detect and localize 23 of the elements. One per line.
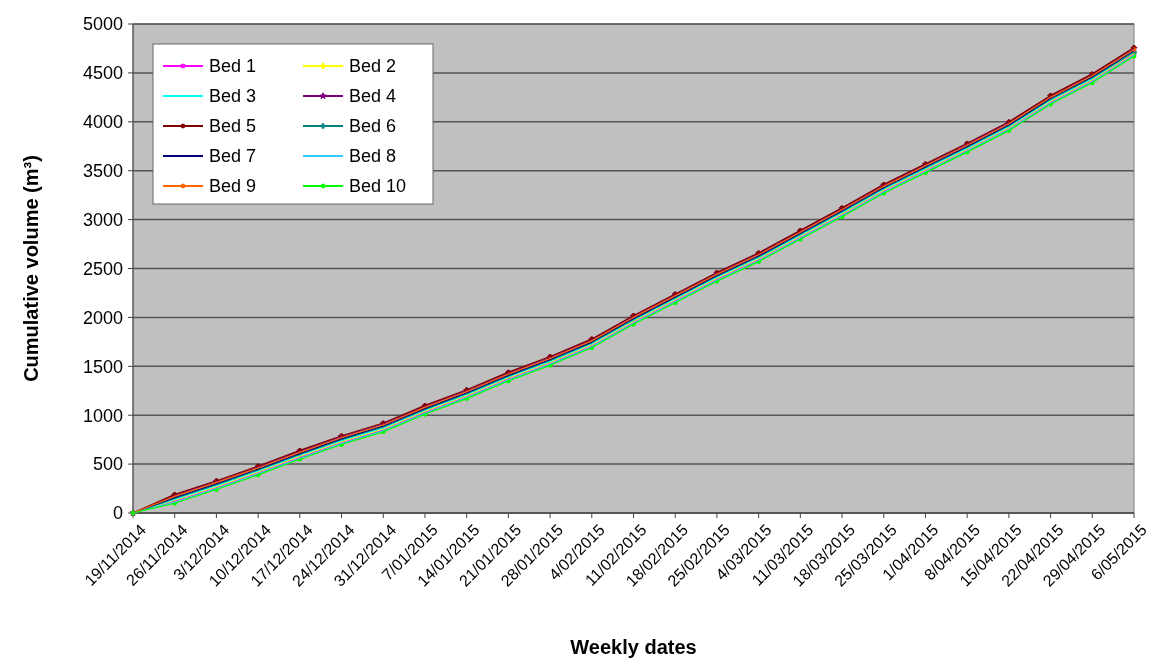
x-axis-title: Weekly dates bbox=[570, 636, 697, 658]
legend-label: Bed 10 bbox=[349, 176, 407, 197]
y-tick-label: 5000 bbox=[82, 14, 123, 35]
y-tick-label: 500 bbox=[92, 454, 123, 475]
y-tick-label: 2000 bbox=[82, 307, 123, 328]
y-tick-label: 1000 bbox=[82, 405, 123, 426]
legend-label: Bed 5 bbox=[209, 116, 257, 137]
legend-label: Bed 6 bbox=[349, 116, 397, 137]
y-axis-title: Cumulative volume (m³) bbox=[20, 155, 42, 382]
y-tick-label: 3000 bbox=[82, 209, 123, 230]
legend-label: Bed 2 bbox=[349, 56, 397, 77]
legend-label: Bed 3 bbox=[209, 86, 257, 107]
y-tick-label: 2500 bbox=[82, 258, 123, 279]
y-tick-label: 1500 bbox=[82, 356, 123, 377]
legend-label: Bed 4 bbox=[349, 86, 397, 107]
legend-label: Bed 8 bbox=[349, 146, 397, 167]
y-tick-label: 4000 bbox=[82, 112, 123, 133]
y-tick-label: 0 bbox=[112, 503, 123, 524]
legend-label: Bed 1 bbox=[209, 56, 257, 77]
legend-label: Bed 9 bbox=[209, 176, 257, 197]
y-tick-label: 3500 bbox=[82, 161, 123, 181]
legend-label: Bed 7 bbox=[209, 146, 257, 167]
y-tick-label: 4500 bbox=[82, 63, 123, 84]
